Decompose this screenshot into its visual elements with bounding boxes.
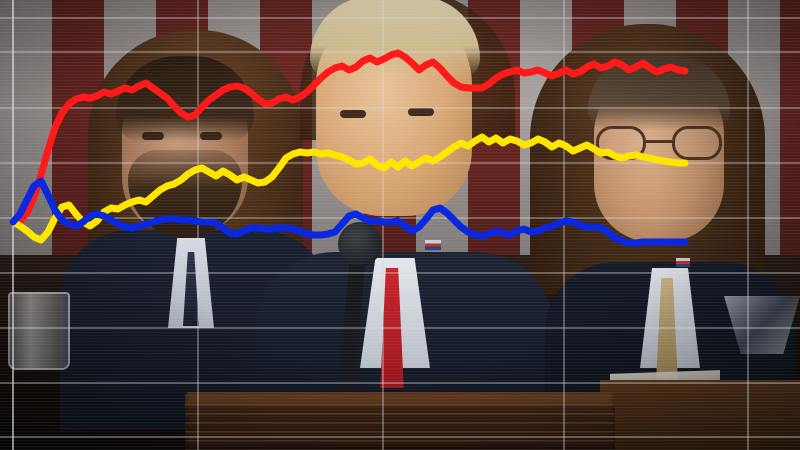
left-figure-hair xyxy=(116,56,254,142)
microphone-head xyxy=(338,222,382,266)
water-glass xyxy=(8,292,70,370)
left-figure-tie xyxy=(183,252,199,326)
left-figure-eye-left xyxy=(142,132,164,140)
glasses-lens-right xyxy=(672,126,722,160)
right-figure-flag-pin xyxy=(676,258,690,267)
center-figure-flag-pin xyxy=(425,240,441,250)
right-figure-glasses xyxy=(596,126,722,160)
chart-series-group xyxy=(9,49,689,247)
lectern xyxy=(185,392,615,450)
series-red-line xyxy=(9,49,689,226)
glasses-bridge xyxy=(646,140,672,143)
center-figure-eye-right xyxy=(408,108,434,116)
series-blue-line xyxy=(9,177,689,247)
series-yellow-line xyxy=(9,133,689,244)
right-figure-tie xyxy=(656,278,678,380)
lectern-ribs xyxy=(185,404,615,450)
right-desk xyxy=(600,380,800,450)
vertical-gridlines xyxy=(12,0,749,450)
horizontal-gridlines xyxy=(0,17,800,438)
left-figure-eye-right xyxy=(200,132,222,140)
center-figure-eye-left xyxy=(340,110,366,118)
